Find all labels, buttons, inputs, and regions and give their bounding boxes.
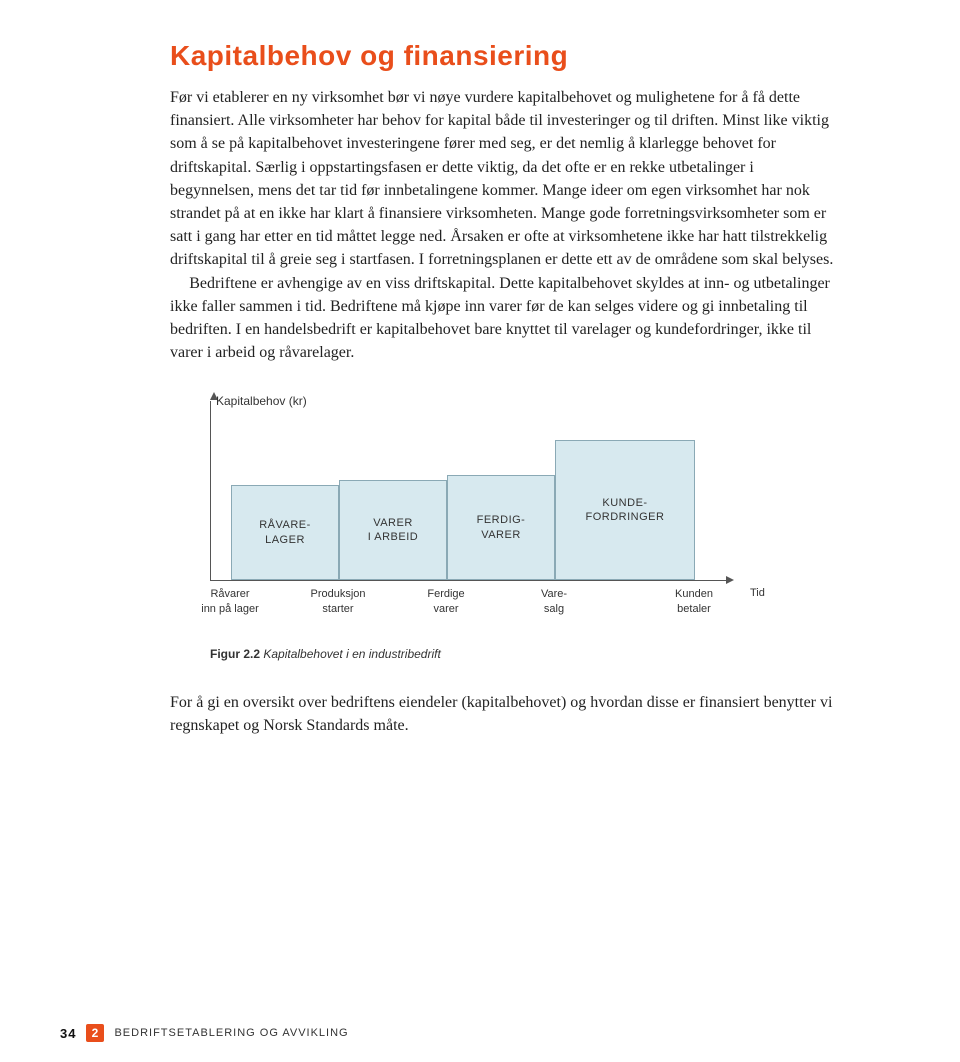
figure-caption-text: Kapitalbehovet i en industribedrift	[260, 647, 441, 661]
x-axis-end-label: Tid	[750, 587, 765, 599]
page-footer: 34 2 BEDRIFTSETABLERING OG AVVIKLING	[60, 1024, 349, 1042]
chart-container: Kapitalbehov (kr) RÅVARE- LAGERVARER I A…	[210, 396, 730, 627]
paragraph-3: For å gi en oversikt over bedriftens eie…	[170, 691, 840, 737]
chart-bar: VARER I ARBEID	[339, 480, 447, 580]
kapitalbehov-chart: Kapitalbehov (kr) RÅVARE- LAGERVARER I A…	[210, 396, 730, 581]
body-text-block-2: For å gi en oversikt over bedriftens eie…	[170, 691, 840, 737]
x-axis-arrow-icon	[726, 576, 734, 584]
section-heading: Kapitalbehov og finansiering	[170, 40, 840, 72]
chapter-title: BEDRIFTSETABLERING OG AVVIKLING	[114, 1027, 348, 1039]
x-axis-tick: Ferdige varer	[427, 587, 464, 616]
figure-number: Figur 2.2	[210, 647, 260, 661]
figure-caption: Figur 2.2 Kapitalbehovet i en industribe…	[210, 647, 840, 661]
chapter-number-badge: 2	[86, 1024, 104, 1042]
paragraph-1: Før vi etablerer en ny virksomhet bør vi…	[170, 86, 840, 272]
page-number: 34	[60, 1026, 76, 1041]
chart-bar: FERDIG- VARER	[447, 475, 555, 580]
chart-bar: KUNDE- FORDRINGER	[555, 440, 695, 580]
body-text-block: Før vi etablerer en ny virksomhet bør vi…	[170, 86, 840, 364]
x-axis-tick: Råvarer inn på lager	[201, 587, 259, 616]
paragraph-2: Bedriftene er avhengige av en viss drift…	[170, 272, 840, 365]
chart-bar: RÅVARE- LAGER	[231, 485, 339, 580]
x-axis-tick: Kunden betaler	[675, 587, 713, 616]
x-axis-tick: Vare- salg	[541, 587, 567, 616]
x-axis-tick-row: Tid Råvarer inn på lagerProduksjon start…	[210, 587, 810, 627]
chart-plot-area: RÅVARE- LAGERVARER I ARBEIDFERDIG- VARER…	[210, 401, 730, 581]
x-axis-tick: Produksjon starter	[310, 587, 365, 616]
